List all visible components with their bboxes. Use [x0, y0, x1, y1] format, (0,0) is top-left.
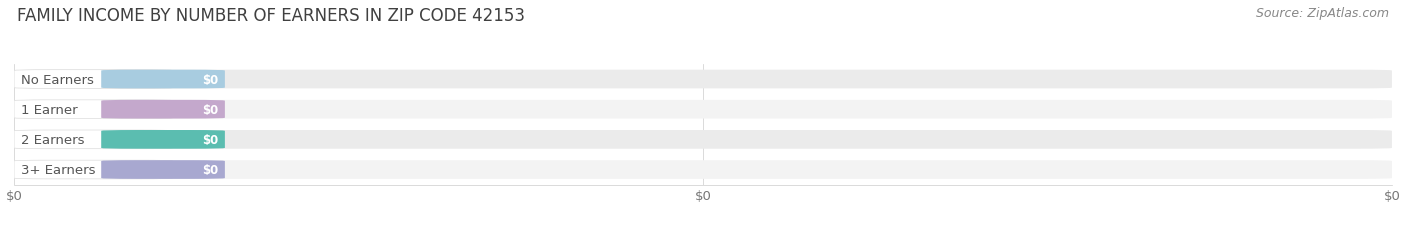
Text: 2 Earners: 2 Earners	[21, 133, 84, 146]
Text: $0: $0	[201, 133, 218, 146]
FancyBboxPatch shape	[14, 131, 173, 149]
FancyBboxPatch shape	[101, 161, 225, 179]
FancyBboxPatch shape	[101, 70, 225, 89]
FancyBboxPatch shape	[101, 131, 225, 149]
FancyBboxPatch shape	[101, 100, 225, 119]
Text: $0: $0	[201, 163, 218, 176]
Text: $0: $0	[201, 73, 218, 86]
FancyBboxPatch shape	[14, 70, 1392, 89]
Text: $0: $0	[201, 103, 218, 116]
FancyBboxPatch shape	[14, 131, 1392, 149]
Text: 1 Earner: 1 Earner	[21, 103, 77, 116]
FancyBboxPatch shape	[14, 100, 173, 119]
FancyBboxPatch shape	[14, 161, 173, 179]
FancyBboxPatch shape	[14, 100, 1392, 119]
Text: FAMILY INCOME BY NUMBER OF EARNERS IN ZIP CODE 42153: FAMILY INCOME BY NUMBER OF EARNERS IN ZI…	[17, 7, 524, 25]
FancyBboxPatch shape	[14, 70, 173, 89]
Text: Source: ZipAtlas.com: Source: ZipAtlas.com	[1256, 7, 1389, 20]
FancyBboxPatch shape	[14, 161, 1392, 179]
Text: No Earners: No Earners	[21, 73, 94, 86]
Text: 3+ Earners: 3+ Earners	[21, 163, 96, 176]
